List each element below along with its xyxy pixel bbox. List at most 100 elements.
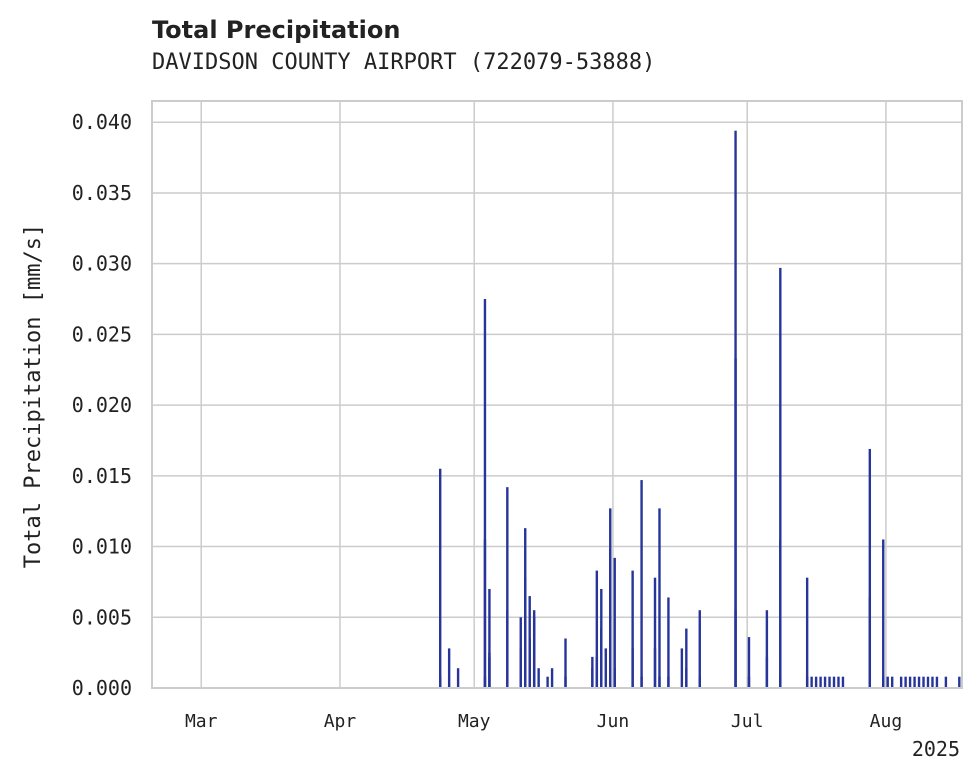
precipitation-bar [631, 648, 634, 688]
precipitation-bar [779, 267, 782, 688]
precipitation-bar [524, 528, 527, 688]
precipitation-bar [564, 676, 567, 688]
precipitation-bar [685, 668, 688, 688]
precipitation-bar [765, 656, 769, 688]
precipitation-bar [640, 480, 643, 688]
precipitation-bar [819, 676, 822, 688]
y-tick-label: 0.030 [72, 252, 132, 276]
precipitation-bar [868, 597, 872, 688]
precipitation-bar [680, 648, 684, 688]
precipitation-bar [904, 676, 907, 688]
precipitation-bar [926, 676, 930, 688]
precipitation-bar [532, 617, 536, 688]
grid-lines [152, 101, 962, 689]
precipitation-bar [779, 676, 782, 688]
precipitation-bar [438, 468, 442, 688]
precipitation-bar [550, 668, 554, 688]
precipitation-bar [944, 676, 948, 688]
precipitation-bar [841, 676, 845, 688]
precipitation-bar [917, 676, 921, 688]
precipitation-bar [882, 676, 885, 688]
precipitation-bar [698, 610, 701, 688]
precipitation-bar [779, 539, 782, 688]
x-axis-ticks: Mar Apr May Jun Jul Aug [185, 711, 902, 732]
precipitation-bar [805, 676, 809, 688]
precipitation-bar [595, 570, 599, 688]
y-tick-label: 0.005 [72, 605, 132, 629]
precipitation-bar [685, 628, 688, 688]
y-tick-label: 0.025 [72, 322, 132, 346]
precipitation-bar [488, 588, 491, 688]
precipitation-bar [438, 676, 442, 688]
precipitation-bar [519, 648, 522, 688]
x-tick-label: Apr [324, 711, 357, 732]
precipitation-bar [747, 637, 751, 688]
chart-subtitle: DAVIDSON COUNTY AIRPORT (722079-53888) [152, 50, 656, 75]
precipitation-bar [537, 668, 540, 688]
y-tick-label: 0.015 [72, 464, 132, 488]
precipitation-bar [631, 570, 634, 688]
y-tick-label: 0.040 [72, 110, 132, 134]
precipitation-bar [613, 668, 616, 688]
x-tick-label: May [458, 711, 491, 732]
y-tick-label: 0.020 [72, 393, 132, 417]
precipitation-bar [653, 648, 657, 688]
precipitation-bar [805, 577, 809, 688]
precipitation-bar [600, 628, 603, 688]
bars-group [438, 130, 961, 688]
precipitation-bar [913, 676, 916, 688]
precipitation-bar [908, 676, 912, 688]
x-tick-label: Aug [870, 711, 903, 732]
y-axis-label: Total Precipitation [mm/s] [21, 224, 46, 568]
precipitation-bar [506, 610, 509, 688]
precipitation-bar [832, 676, 836, 688]
precipitation-bar [667, 676, 670, 688]
precipitation-bar [609, 549, 612, 688]
precipitation-bar [922, 676, 925, 688]
x-year-label: 2025 [912, 737, 960, 761]
precipitation-bar [837, 676, 840, 688]
precipitation-bar [653, 577, 657, 688]
precipitation-bar [488, 656, 491, 688]
precipitation-bar [456, 668, 460, 688]
y-tick-label: 0.000 [72, 676, 132, 700]
x-tick-label: Jul [731, 711, 764, 732]
precipitation-bar [823, 676, 827, 688]
precipitation-bar [734, 358, 737, 688]
precipitation-bar [506, 487, 509, 688]
precipitation-bar [747, 676, 751, 688]
precipitation-bar [890, 676, 894, 688]
precipitation-bar [546, 676, 549, 688]
precipitation-bar [591, 656, 594, 688]
y-tick-label: 0.010 [72, 535, 132, 559]
precipitation-bar [935, 676, 939, 688]
precipitation-bar [640, 676, 643, 688]
chart-title: Total Precipitation [152, 16, 401, 44]
precipitation-bar [564, 638, 567, 688]
precipitation-bar [734, 610, 737, 688]
precipitation-bar [613, 557, 616, 688]
precipitation-bar [528, 638, 531, 688]
precipitation-bar [658, 676, 661, 688]
precipitation-bar [765, 610, 769, 688]
precipitation-bar [483, 299, 487, 688]
precipitation-bar [958, 676, 961, 688]
y-tick-label: 0.035 [72, 181, 132, 205]
precipitation-bar [604, 648, 607, 688]
precipitation-bar [447, 648, 451, 688]
precipitation-bar [886, 676, 889, 688]
y-axis-ticks: 0.000 0.005 0.010 0.015 0.020 0.025 0.030 0.035… [72, 110, 132, 700]
precipitation-bar [814, 676, 818, 688]
plot-frame [151, 100, 963, 689]
precipitation-bar [899, 676, 903, 688]
precipitation-bar [868, 448, 872, 688]
precipitation-bar [810, 676, 813, 688]
x-tick-label: Jun [597, 711, 630, 732]
precipitation-bar [667, 597, 670, 688]
precipitation-bar [658, 508, 661, 688]
precipitation-bar [698, 676, 701, 688]
precipitation-bar [931, 676, 934, 688]
precipitation-bar [882, 539, 885, 688]
precipitation-bar [828, 676, 831, 688]
